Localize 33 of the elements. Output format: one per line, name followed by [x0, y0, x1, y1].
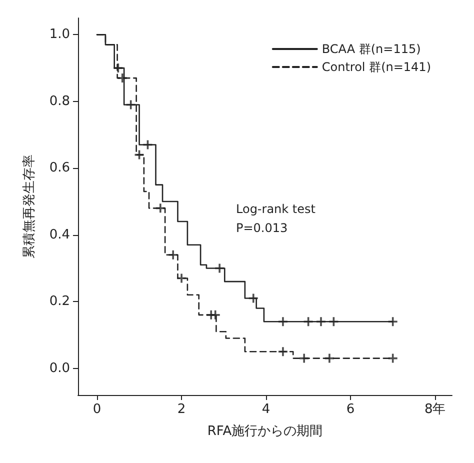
point [114, 64, 123, 73]
point [248, 294, 258, 303]
annotation: P=0.013 [236, 221, 288, 235]
y-tick-label: 0.2 [49, 294, 70, 310]
y-axis-title: 累積無再発生存率 [21, 154, 37, 258]
y-tick-label: 0.6 [49, 160, 70, 176]
point [329, 317, 338, 326]
point [304, 317, 313, 326]
y-tick-label: 0.4 [49, 227, 70, 242]
annotation: Log-rank test [236, 202, 316, 216]
point [278, 347, 288, 356]
x-tick-label: 6 [346, 402, 355, 417]
point [210, 310, 220, 320]
legend-label: BCAA 群(n=115) [322, 42, 421, 56]
point [215, 264, 224, 273]
point [316, 317, 326, 326]
x-tick-label: 2 [177, 402, 186, 417]
point [118, 74, 127, 83]
point [324, 354, 334, 363]
y-tick-label: 1.0 [49, 27, 70, 42]
x-tick-label: 4 [262, 402, 270, 417]
point [388, 317, 398, 326]
x-tick-label: 0 [92, 402, 102, 417]
y-tick-label: 0.0 [49, 360, 70, 376]
point [300, 354, 309, 363]
point [177, 274, 186, 283]
point [168, 250, 178, 260]
x-axis-title: RFA施行からの期間 [207, 424, 323, 439]
point [278, 317, 288, 326]
legend-label: Control 群(n=141) [322, 60, 432, 74]
point [156, 204, 165, 213]
x-tick-label: 8年 [424, 402, 446, 417]
y-tick-label: 0.8 [49, 94, 70, 109]
